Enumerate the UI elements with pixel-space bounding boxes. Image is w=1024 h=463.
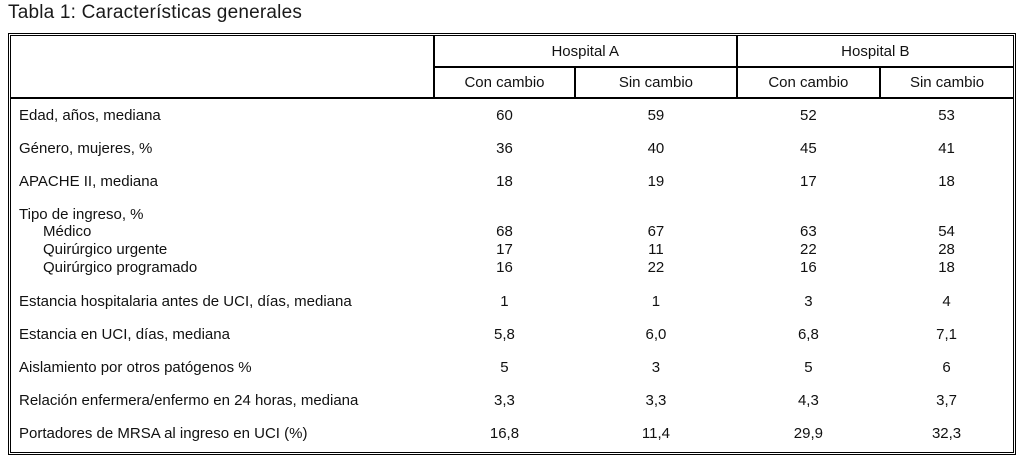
value-cell <box>880 198 1013 223</box>
value-cell: 60 <box>496 107 513 124</box>
value-cell: 68 <box>496 223 513 240</box>
value-cell: 40 <box>647 140 665 157</box>
value-cell: 4 <box>942 293 951 310</box>
table-title: Tabla 1: Características generales <box>8 2 303 23</box>
value-cell: 7,1 <box>936 326 957 343</box>
row-label: Relación enfermera/enfermo en 24 horas, … <box>19 392 359 409</box>
table-row: Género, mujeres, % 36 40 45 41 <box>11 132 1014 165</box>
row-label: Aislamiento por otros patógenos % <box>19 359 252 376</box>
row-label: Tipo de ingreso, % <box>19 206 144 223</box>
value-cell: 59 <box>647 107 665 124</box>
row-label: APACHE II, mediana <box>19 173 158 190</box>
value-cell: 16 <box>800 259 817 276</box>
value-cell: 29,9 <box>793 425 823 442</box>
value-cell: 3,3 <box>645 392 667 409</box>
value-cell: 16 <box>496 259 513 276</box>
value-cell: 41 <box>938 140 955 157</box>
row-label: Médico <box>43 223 92 240</box>
value-cell: 18 <box>938 173 955 190</box>
value-cell: 5,8 <box>494 326 515 343</box>
hospital-a-header: Hospital A <box>433 35 737 68</box>
table-row-indented: Quirúrgico urgente 17 11 22 28 <box>11 241 1014 259</box>
value-cell: 45 <box>800 140 817 157</box>
value-cell: 16,8 <box>489 425 520 442</box>
value-cell: 28 <box>938 241 955 258</box>
value-cell: 3,7 <box>936 392 957 409</box>
row-label: Quirúrgico programado <box>43 259 198 276</box>
value-cell <box>737 198 880 223</box>
col-header-b-sin-cambio: Sin cambio <box>879 67 1014 99</box>
value-cell: 6 <box>942 359 951 376</box>
value-cell: 6,8 <box>797 326 819 343</box>
value-cell: 32,3 <box>931 425 962 442</box>
table-row: Estancia hospitalaria antes de UCI, días… <box>11 285 1014 318</box>
table-row: Edad, años, mediana 60 59 52 53 <box>11 98 1014 132</box>
table-border-frame: Hospital A Hospital B Con cambio Sin cam… <box>8 33 1016 455</box>
value-cell <box>575 198 736 223</box>
value-cell: 18 <box>938 259 955 276</box>
table-row: Portadores de MRSA al ingreso en UCI (%)… <box>11 417 1014 453</box>
value-cell: 5 <box>500 359 509 376</box>
characteristics-table: Hospital A Hospital B Con cambio Sin cam… <box>10 35 1014 453</box>
value-cell: 54 <box>938 223 955 240</box>
value-cell: 3 <box>804 293 813 310</box>
group-header-row: Hospital A Hospital B <box>10 35 1014 99</box>
col-header-a-sin-cambio: Sin cambio <box>574 67 737 99</box>
corner-cell <box>10 35 435 99</box>
value-cell: 17 <box>800 173 817 190</box>
value-cell: 22 <box>800 241 817 258</box>
value-cell: 19 <box>647 173 665 190</box>
col-header-b-con-cambio: Con cambio <box>735 67 881 99</box>
value-cell: 11 <box>648 241 664 258</box>
value-cell: 3,3 <box>494 392 515 409</box>
table-row: Relación enfermera/enfermo en 24 horas, … <box>11 384 1014 417</box>
value-cell: 53 <box>938 107 955 124</box>
value-cell: 4,3 <box>797 392 819 409</box>
table-row: Estancia en UCI, días, mediana 5,8 6,0 6… <box>11 318 1014 351</box>
value-cell: 22 <box>647 259 665 276</box>
value-cell: 5 <box>804 359 813 376</box>
value-cell: 3 <box>651 359 661 376</box>
value-cell: 52 <box>800 107 817 124</box>
row-label: Estancia en UCI, días, mediana <box>19 326 230 343</box>
value-cell: 36 <box>496 140 513 157</box>
table-header: Hospital A Hospital B Con cambio Sin cam… <box>10 35 1014 99</box>
value-cell: 6,0 <box>645 326 667 343</box>
value-cell: 17 <box>496 241 513 258</box>
table-row-indented: Médico 68 67 63 54 <box>11 223 1014 241</box>
value-cell: 1 <box>500 293 509 310</box>
table-body: Edad, años, mediana 60 59 52 53 Género, … <box>11 98 1014 453</box>
table-row: APACHE II, mediana 18 19 17 18 <box>11 165 1014 198</box>
value-cell: 1 <box>651 293 661 310</box>
row-label: Portadores de MRSA al ingreso en UCI (%) <box>19 425 308 442</box>
value-cell: 67 <box>647 223 665 240</box>
table-row-indented: Quirúrgico programado 16 22 16 18 <box>11 259 1014 285</box>
row-label: Edad, años, mediana <box>19 107 161 124</box>
table-row: Aislamiento por otros patógenos % 5 3 5 … <box>11 351 1014 384</box>
sub-header-row: Con cambio Sin cambio Con cambio Sin cam… <box>11 67 1014 99</box>
row-label: Quirúrgico urgente <box>43 241 168 258</box>
col-header-a-con-cambio: Con cambio <box>432 67 576 99</box>
value-cell: 18 <box>496 173 513 190</box>
row-label: Género, mujeres, % <box>19 140 153 157</box>
row-label: Estancia hospitalaria antes de UCI, días… <box>19 293 352 310</box>
value-cell: 11,4 <box>641 425 670 442</box>
table-row-group-label: Tipo de ingreso, % <box>11 198 1014 223</box>
value-cell: 63 <box>800 223 817 240</box>
hospital-b-header: Hospital B <box>735 35 1014 68</box>
value-cell <box>434 198 575 223</box>
